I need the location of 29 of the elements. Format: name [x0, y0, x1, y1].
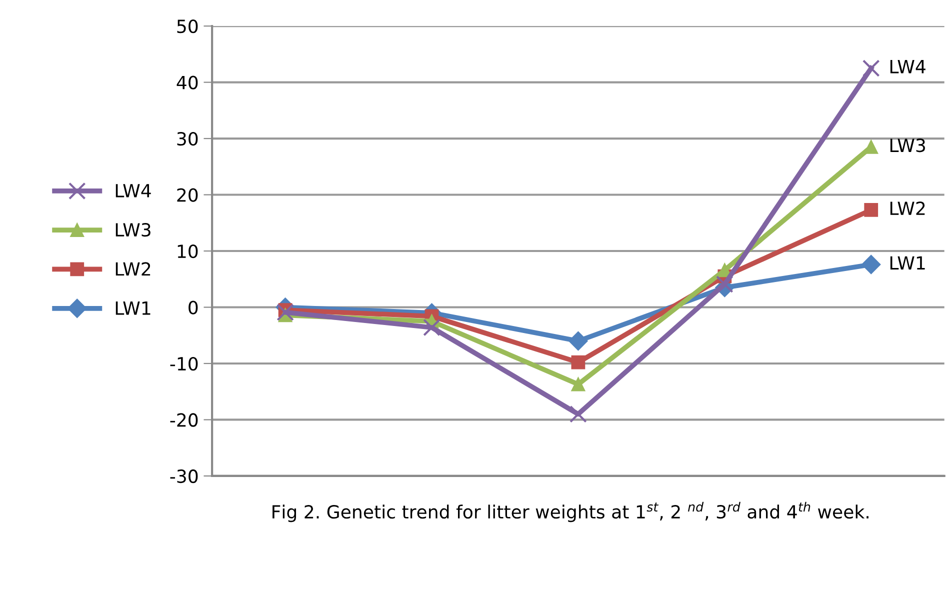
y-tick-label: -10 [170, 356, 198, 371]
text: LW1 [890, 256, 925, 270]
point [570, 405, 587, 423]
text: Fig 2. Genetic trend for litter weights at 1$^{st}$, 2 $^{nd}$, 3$^{rd}$ and 4$^{th}$ week. [272, 502, 868, 522]
point [276, 304, 294, 321]
y-tick-label: 30 [177, 132, 198, 146]
y-tick-label: -30 [170, 469, 198, 484]
legend-label: LW1 [116, 302, 150, 315]
point [862, 60, 880, 77]
point [864, 203, 878, 217]
point [862, 254, 881, 274]
text: LW2 [890, 202, 925, 215]
y-tick-label: 10 [178, 244, 198, 258]
legend-label: LW2 [116, 262, 150, 276]
y-tick-label: 20 [177, 188, 198, 202]
point [571, 377, 586, 392]
y-tick-label: -20 [170, 413, 198, 427]
y-tick-label: 50 [177, 20, 198, 34]
point [718, 263, 732, 278]
point [568, 331, 588, 351]
point [423, 318, 440, 336]
point [716, 276, 734, 293]
legend-label: LW3 [116, 223, 150, 237]
y-tick-label: 0 [188, 300, 198, 314]
point [571, 355, 586, 370]
text: LW3 [890, 138, 925, 152]
legend-label: LW4 [116, 184, 151, 198]
y-tick-label: 40 [176, 76, 198, 90]
text: LW4 [890, 60, 926, 74]
